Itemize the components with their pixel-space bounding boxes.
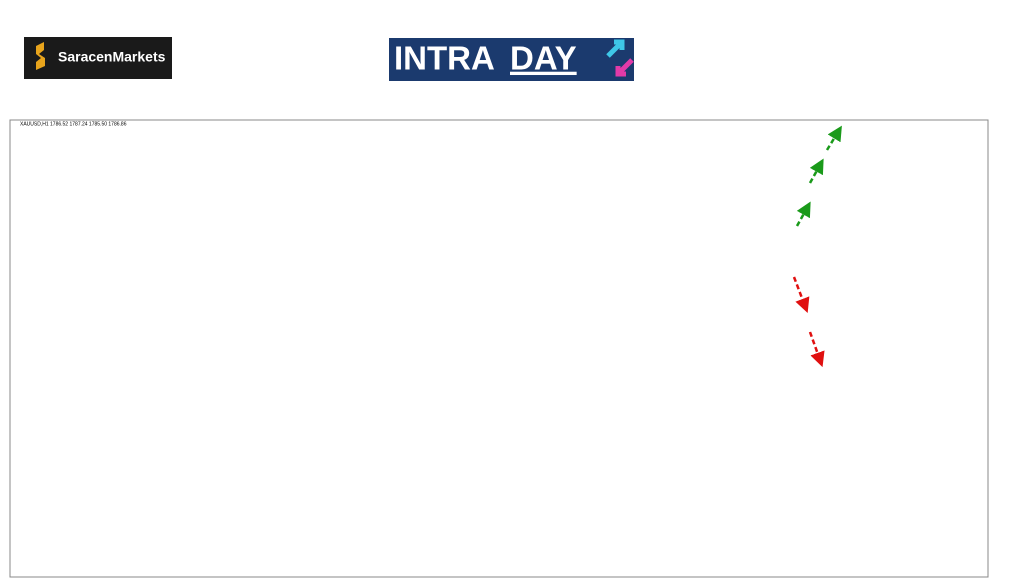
arrow-down (808, 331, 825, 368)
chart-title: XAUUSD,H1 1786.52 1787.24 1785.50 1786.8… (20, 121, 127, 127)
brand-icon (36, 42, 45, 70)
badge-right: DAY (510, 40, 577, 77)
arrow-up (808, 158, 824, 184)
badge-arrow-up (606, 39, 625, 58)
brand-logo (24, 37, 172, 79)
badge (389, 38, 634, 81)
arrow-down (792, 276, 810, 314)
arrow-up (795, 201, 811, 227)
arrow-up (825, 125, 842, 151)
badge-left: INTRA (394, 40, 495, 77)
brand-name: SaracenMarkets (58, 49, 166, 65)
badge-arrow-down (615, 58, 634, 77)
plot-frame (9, 119, 989, 578)
